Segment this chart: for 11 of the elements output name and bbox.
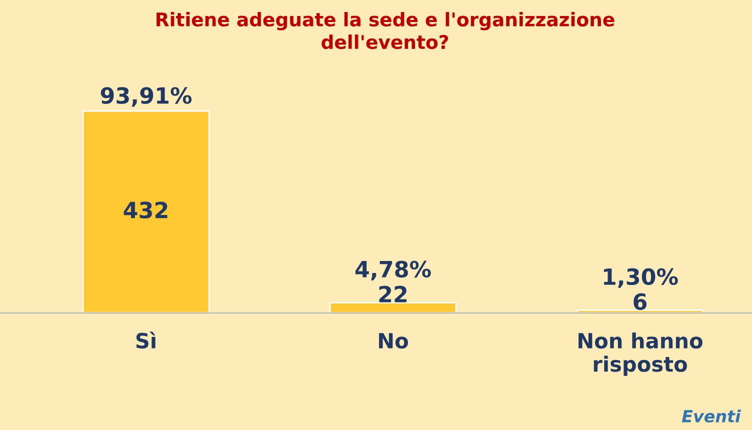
chart-title: Ritiene adeguate la sede e l'organizzazione dell'evento?: [156, 12, 614, 50]
x-tick-label: Non hanno risposto: [578, 332, 702, 376]
data-label: 432: [124, 202, 168, 218]
annotation: 93,91%: [100, 87, 192, 107]
data-label: 6: [634, 293, 647, 310]
annotation: 4,78%: [355, 260, 431, 280]
data-label: 22: [379, 286, 407, 302]
x-tick-label: No: [379, 333, 408, 349]
annotation: 1,30%: [604, 268, 678, 288]
x-tick-label: Sì: [136, 332, 156, 349]
text: Eventi: [682, 410, 741, 422]
